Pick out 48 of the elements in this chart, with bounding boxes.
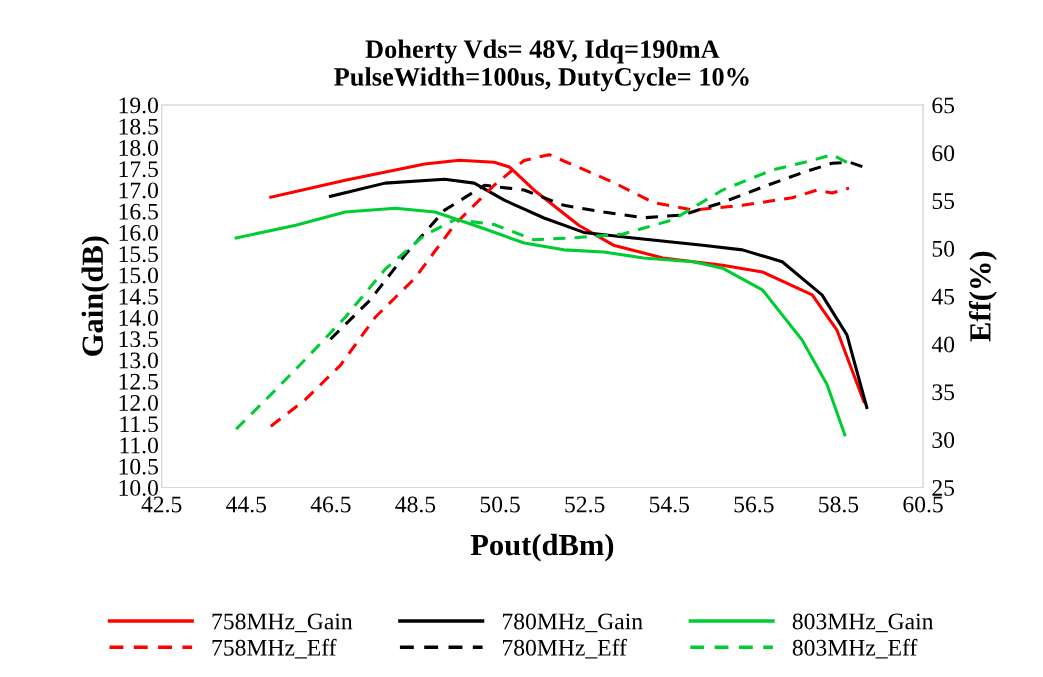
y2-tick-label: 30 (932, 432, 955, 449)
x-tick-label: 54.5 (649, 496, 689, 513)
y-tick-label: 17.5 (119, 161, 158, 178)
y-tick-label: 13.0 (119, 352, 158, 369)
y-tick-label: 10.5 (119, 458, 158, 475)
y-tick-label: 17.0 (119, 182, 158, 199)
y-tick-label: 12.0 (119, 394, 158, 411)
y-tick-label: 14.5 (119, 288, 158, 305)
y-tick-label: 10.0 (119, 479, 158, 496)
x-tick-label: 48.5 (395, 496, 436, 513)
y-axis-title: Gain(dB) (81, 236, 110, 356)
x-tick-label: 58.5 (819, 496, 859, 513)
legend-label: 758MHz_Eff (212, 638, 337, 659)
y2-axis-title: Eff(%) (968, 251, 997, 342)
x-tick-label: 46.5 (310, 496, 351, 513)
x-axis-title: Pout(dBm) (470, 533, 614, 562)
y-tick-label: 15.5 (119, 246, 158, 263)
y-tick-label: 13.5 (119, 331, 158, 348)
y-tick-label: 18.5 (119, 118, 158, 135)
y2-tick-label: 25 (932, 480, 955, 496)
x-tick-label: 42.5 (141, 496, 182, 513)
x-tick-label: 56.5 (734, 496, 774, 513)
y2-tick-label: 50 (932, 240, 955, 257)
y2-tick-label: 65 (932, 97, 955, 114)
legend-label: 803MHz_Eff (792, 638, 918, 659)
x-tick-label: 44.5 (226, 496, 266, 513)
y-tick-label: 15.0 (119, 267, 158, 284)
legend-label: 758MHz_Gain (212, 613, 353, 633)
y2-tick-label: 45 (931, 288, 955, 305)
legend-label: 780MHz_Gain (503, 613, 643, 633)
x-tick-label: 60.5 (903, 496, 943, 513)
y2-tick-label: 55 (932, 193, 955, 209)
y-tick-label: 11.5 (120, 416, 158, 433)
y2-tick-label: 60 (932, 145, 955, 162)
legend-label: 780MHz_Eff (503, 638, 627, 659)
y2-tick-label: 40 (931, 336, 955, 353)
legend-label: 803MHz_Gain (792, 613, 934, 633)
y2-tick-label: 35 (932, 384, 955, 401)
y-tick-label: 16.0 (119, 224, 158, 241)
x-tick-label: 52.5 (565, 496, 605, 513)
y-tick-label: 12.5 (119, 373, 158, 390)
y-tick-label: 18.0 (119, 139, 158, 156)
chart-title: Doherty Vds= 48V, Idq=190mA PulseWidth=100us, DutyCycle= 10% (334, 39, 749, 92)
y-tick-label: 14.0 (119, 309, 158, 326)
y-tick-label: 11.0 (120, 437, 158, 454)
y-tick-label: 16.5 (119, 203, 158, 220)
x-tick-label: 50.5 (480, 496, 520, 513)
y-tick-label: 19.0 (119, 97, 158, 114)
